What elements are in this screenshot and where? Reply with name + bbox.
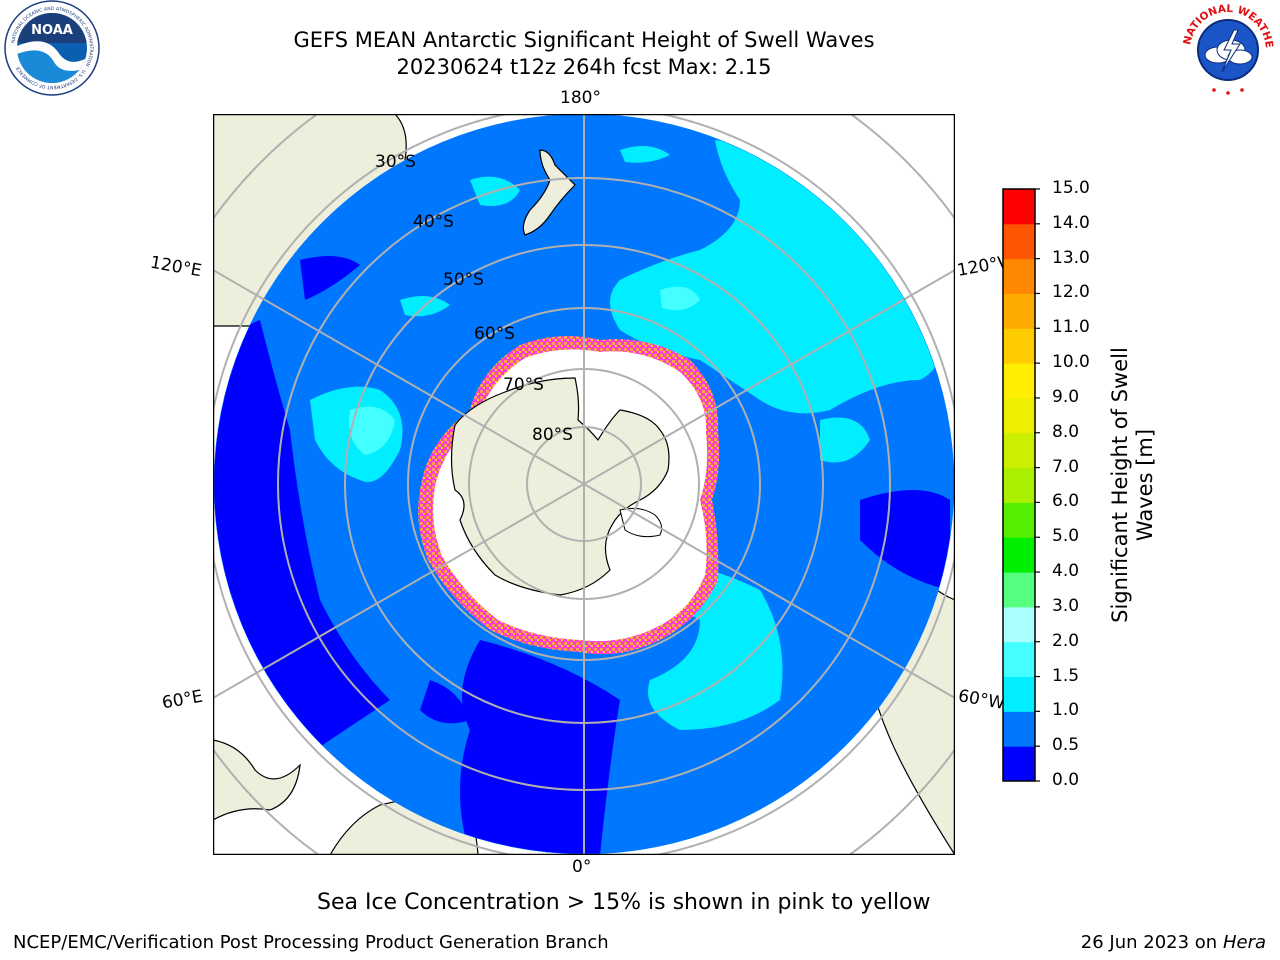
colorbar-segment: [1003, 189, 1035, 225]
nws-logo: NATIONAL WEATHER SERVICE: [1176, 0, 1275, 97]
ross-ice-shelf: [619, 507, 663, 538]
colorbar-segment: [1003, 711, 1035, 747]
credit-host: Hera: [1222, 932, 1266, 953]
colorbar-tick-label: 0.5: [1052, 735, 1080, 756]
colorbar-tick-label: 2.0: [1052, 630, 1080, 651]
noaa-logo-text: NOAA: [31, 23, 73, 38]
lon-label-0: 0°: [572, 857, 592, 877]
lon-label-180: 180°: [560, 88, 601, 108]
lon-label-60w: 60°W: [956, 686, 1007, 714]
chart-title: GEFS MEAN Antarctic Significant Height o…: [293, 28, 875, 52]
noaa-logo: NOAA NATIONAL OCEANIC AND ATMOSPHERIC AD…: [4, 0, 100, 96]
colorbar-tick-label: 3.0: [1052, 595, 1080, 616]
colorbar-segment: [1003, 258, 1035, 294]
new-zealand: [522, 149, 576, 236]
credit-date-text: 26 Jun 2023 on: [1080, 932, 1218, 953]
map-frame: [213, 114, 955, 855]
lon-label-120e: 120°E: [148, 252, 204, 282]
chart-subtitle: 20230624 t12z 264h fcst Max: 2.15: [396, 55, 772, 79]
lat-label-80s: 80°S: [532, 425, 573, 445]
colorbar-tick-label: 6.0: [1052, 491, 1080, 512]
colorbar-segment: [1003, 328, 1035, 364]
colorbar-title-line1: Significant Height of Swell: [1108, 347, 1132, 623]
colorbar-title: Significant Height of Swell Waves [m]: [1108, 325, 1158, 645]
colorbar-tick-label: 1.0: [1052, 700, 1080, 721]
colorbar-segment: [1003, 363, 1035, 399]
polar-map: [213, 114, 955, 855]
colorbar-segment: [1003, 502, 1035, 538]
swell-low-regions: [214, 256, 950, 854]
credit-date: 26 Jun 2023 on Hera: [1081, 932, 1266, 953]
colorbar-segment: [1003, 467, 1035, 503]
colorbar-tick-label: 15.0: [1052, 178, 1090, 198]
lat-label-30s: 30°S: [375, 152, 416, 172]
colorbar-tick-label: 0.0: [1052, 770, 1080, 790]
colorbar-tick-label: 14.0: [1052, 212, 1090, 233]
sea-ice-footnote: Sea Ice Concentration > 15% is shown in …: [317, 890, 931, 915]
lat-label-70s: 70°S: [503, 375, 544, 395]
colorbar-tick-label: 9.0: [1052, 386, 1080, 407]
colorbar-tick-label: 13.0: [1052, 247, 1090, 268]
colorbar-tick-label: 11.0: [1052, 317, 1090, 338]
colorbar-tick-label: 7.0: [1052, 456, 1080, 477]
colorbar-tick-label: 8.0: [1052, 421, 1080, 442]
colorbar-segment: [1003, 676, 1035, 712]
swell-high-regions: [349, 286, 700, 455]
colorbar-tick-label: 5.0: [1052, 526, 1080, 547]
colorbar-segment: [1003, 223, 1035, 260]
colorbar-segment: [1003, 537, 1035, 573]
colorbar-segment: [1003, 432, 1035, 469]
credit-branch: NCEP/EMC/Verification Post Processing Pr…: [13, 932, 609, 953]
colorbar-segment: [1003, 293, 1035, 329]
lat-label-50s: 50°S: [443, 270, 484, 290]
colorbar-tick-label: 1.5: [1052, 665, 1080, 686]
antarctica-land: [450, 377, 670, 596]
colorbar-segment: [1003, 397, 1035, 434]
lat-label-40s: 40°S: [413, 212, 454, 232]
colorbar-segment: [1003, 746, 1035, 782]
colorbar-segment: [1003, 641, 1035, 678]
colorbar-tick-label: 4.0: [1052, 561, 1080, 582]
colorbar-ticks: [1034, 188, 1040, 782]
colorbar-segment: [1003, 572, 1035, 608]
lon-label-60e: 60°E: [160, 686, 205, 714]
colorbar-tick-label: 10.0: [1052, 352, 1090, 373]
graticule: [213, 114, 955, 855]
swell-moderate-regions: [310, 140, 954, 730]
colorbar: [1002, 188, 1036, 782]
lat-label-60s: 60°S: [474, 324, 515, 344]
colorbar-tick-label: 12.0: [1052, 282, 1090, 303]
colorbar-title-line2: Waves [m]: [1133, 428, 1157, 542]
colorbar-segment: [1003, 606, 1035, 643]
